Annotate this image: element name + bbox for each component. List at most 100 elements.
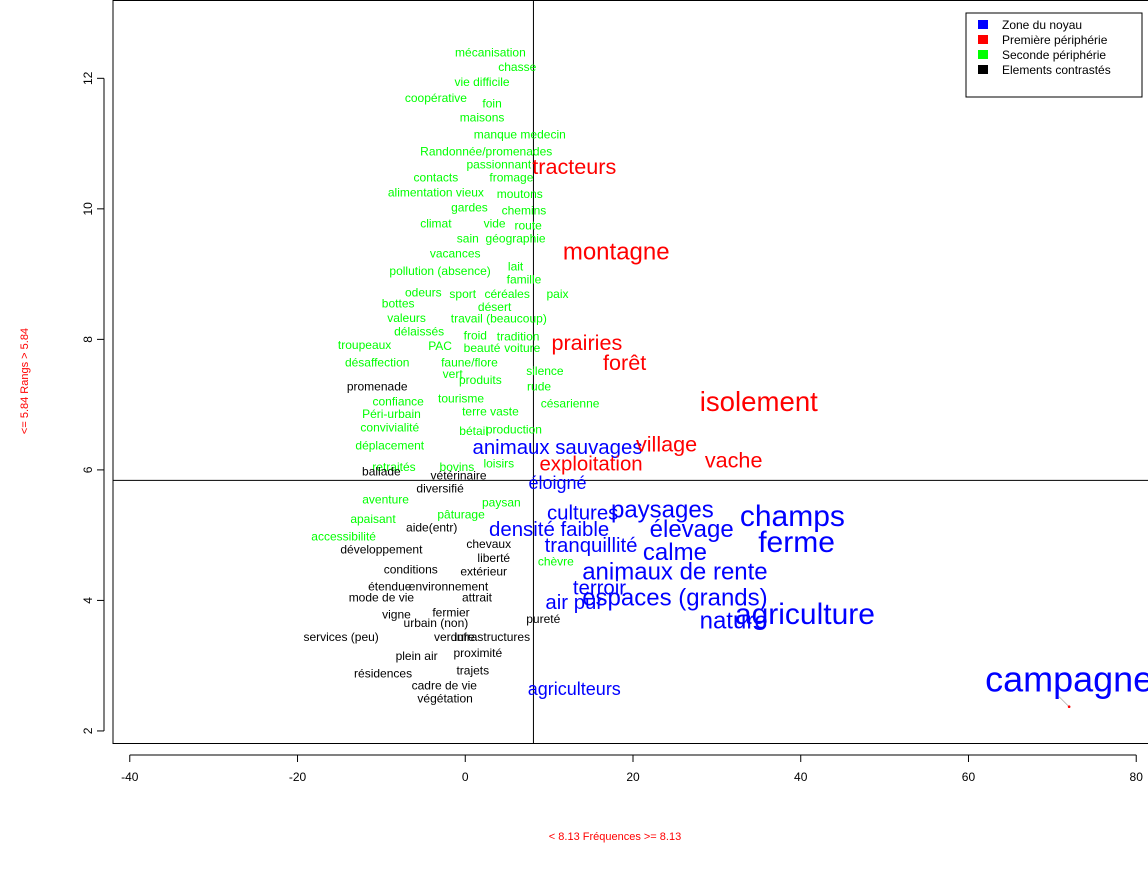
point-label: production bbox=[486, 423, 542, 437]
point-label: aventure bbox=[362, 492, 409, 506]
x-axis: -40 -20 0 20 40 60 80 bbox=[121, 754, 1144, 784]
point-label: calme bbox=[643, 539, 707, 566]
legend-label: Première périphérie bbox=[1002, 33, 1108, 47]
legend-box bbox=[965, 12, 1143, 98]
point-label: champs bbox=[740, 500, 845, 533]
point-label: animaux de rente bbox=[582, 558, 767, 585]
point-label: confiance bbox=[372, 395, 424, 409]
point-label: forêt bbox=[603, 350, 646, 375]
point-label: produits bbox=[459, 373, 502, 387]
point-label: extérieur bbox=[460, 564, 507, 578]
legend-swatch bbox=[978, 50, 988, 59]
point-label: accessibilité bbox=[311, 530, 376, 544]
point-label: beauté bbox=[464, 341, 501, 355]
point-label: silence bbox=[526, 364, 564, 378]
point-label: faune/flore bbox=[441, 355, 498, 369]
point-label: diversifié bbox=[416, 481, 464, 495]
point-label: PAC bbox=[428, 339, 452, 353]
point-label: coopérative bbox=[405, 91, 467, 105]
x-tick-label: 80 bbox=[1130, 770, 1144, 784]
point-label: terroir bbox=[573, 578, 626, 600]
point-label: rude bbox=[527, 380, 551, 394]
point-label: tranquillité bbox=[545, 535, 638, 557]
point-label: bottes bbox=[382, 297, 415, 311]
point-label: bétail bbox=[459, 424, 488, 438]
point-label: promenade bbox=[347, 380, 408, 394]
point-label: vacances bbox=[430, 246, 481, 260]
point-label: césarienne bbox=[541, 397, 600, 411]
point-label: cadre de vie bbox=[412, 678, 478, 692]
point-label: chemins bbox=[502, 203, 547, 217]
point-label: cultures bbox=[547, 502, 618, 524]
point-marker bbox=[1067, 705, 1071, 709]
point-label: tracteurs bbox=[532, 154, 616, 179]
point-label: trajets bbox=[456, 663, 489, 677]
y-tick-label: 10 bbox=[81, 202, 95, 216]
point-label: services (peu) bbox=[303, 630, 378, 644]
point-label: air pur bbox=[545, 592, 603, 614]
point-label: pollution (absence) bbox=[389, 264, 490, 278]
point-label: plein air bbox=[396, 649, 438, 663]
point-label: Péri-urbain bbox=[362, 407, 421, 421]
point-label: route bbox=[514, 218, 542, 232]
point-label: déplacement bbox=[355, 438, 424, 452]
point-label: Randonnée/promenades bbox=[420, 145, 552, 159]
point-label: foin bbox=[482, 96, 501, 110]
point-label: voiture bbox=[504, 341, 540, 355]
point-label: contacts bbox=[414, 171, 459, 185]
point-label: résidences bbox=[354, 667, 412, 681]
point-label: vigne bbox=[382, 607, 411, 621]
point-label: bovins bbox=[440, 460, 475, 474]
point-label: aide(entr) bbox=[406, 521, 457, 535]
point-label: prairies bbox=[551, 330, 622, 355]
point-label: pureté bbox=[526, 612, 560, 626]
point-label: chevaux bbox=[466, 537, 511, 551]
point-label: verdure bbox=[434, 630, 475, 644]
x-tick-label: 40 bbox=[794, 770, 808, 784]
point-label: loisirs bbox=[483, 457, 514, 471]
label-connectors bbox=[1058, 696, 1071, 709]
point-label: exploitation bbox=[539, 454, 642, 476]
point-label: paix bbox=[547, 287, 569, 301]
point-label: délaissés bbox=[394, 325, 444, 339]
point-label: urbain (non) bbox=[404, 616, 469, 630]
point-label: paysages bbox=[611, 496, 714, 523]
point-label: climat bbox=[420, 216, 452, 230]
point-label: vie difficile bbox=[454, 75, 509, 89]
point-label: céréales bbox=[485, 287, 530, 301]
legend-swatch bbox=[978, 65, 988, 74]
point-label: environnement bbox=[409, 579, 489, 593]
point-label: végétation bbox=[417, 692, 472, 706]
x-tick-label: 60 bbox=[962, 770, 976, 784]
y-tick-label: 2 bbox=[81, 727, 95, 734]
point-label: troupeaux bbox=[338, 338, 391, 352]
point-label: conditions bbox=[384, 562, 438, 576]
point-label: vétérinaire bbox=[431, 468, 487, 482]
connector bbox=[1058, 696, 1070, 708]
x-tick-label: 0 bbox=[462, 770, 469, 784]
point-label: animaux sauvages bbox=[473, 437, 643, 459]
x-axis-label: < 8.13 Fréquences >= 8.13 bbox=[549, 831, 681, 843]
point-label: vide bbox=[484, 216, 506, 230]
point-label: travail (beaucoup) bbox=[451, 312, 547, 326]
point-label: désert bbox=[478, 300, 512, 314]
y-tick-label: 8 bbox=[81, 336, 95, 343]
point-label: liberté bbox=[477, 551, 510, 565]
point-label: tourisme bbox=[438, 391, 484, 405]
x-tick-label: -40 bbox=[121, 770, 139, 784]
point-label: odeurs bbox=[405, 286, 442, 300]
x-tick-label: 20 bbox=[626, 770, 640, 784]
point-label: géographie bbox=[486, 231, 546, 245]
legend-swatch bbox=[978, 35, 988, 44]
point-label: sain bbox=[457, 231, 479, 245]
point-label: infrastructures bbox=[454, 630, 530, 644]
point-label: chasse bbox=[498, 60, 536, 74]
point-label: mode de vie bbox=[349, 590, 415, 604]
point-label: pâturage bbox=[437, 507, 485, 521]
point-label: moutons bbox=[497, 187, 543, 201]
point-label: famille bbox=[507, 273, 542, 287]
y-axis: 2 4 6 8 10 12 bbox=[81, 71, 105, 734]
point-label: alimentation vieux bbox=[388, 186, 484, 200]
